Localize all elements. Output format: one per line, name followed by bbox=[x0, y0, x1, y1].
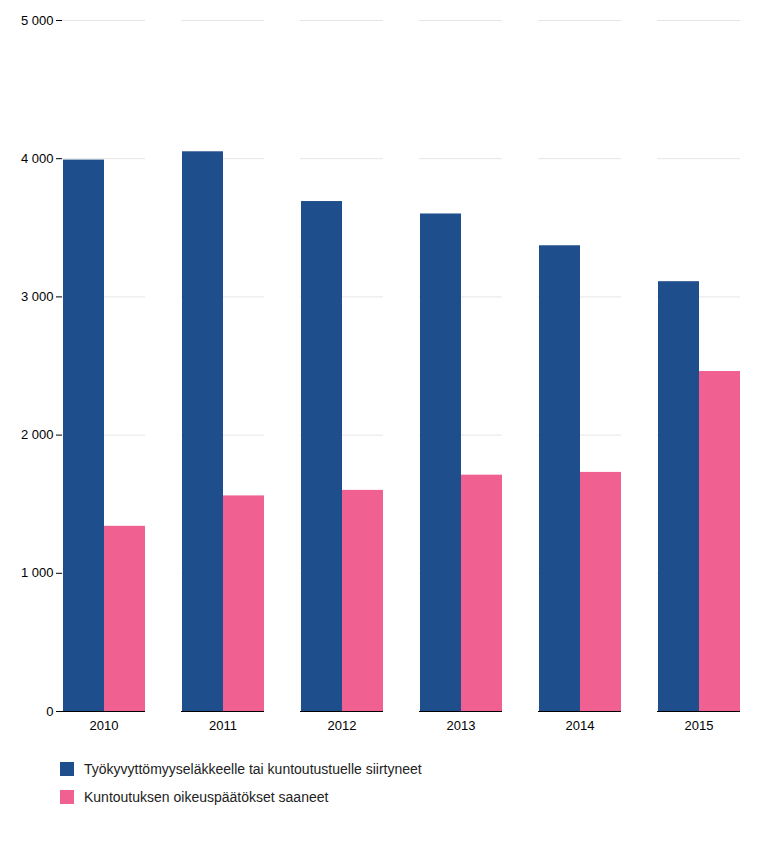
html-text:Kuntoutuksen oikeuspäätökset s: Kuntoutuksen oikeuspäätökset saaneet bbox=[84, 789, 329, 805]
svg-text:2014: 2014 bbox=[566, 718, 595, 733]
svg-text:2 000: 2 000 bbox=[21, 427, 54, 442]
svg-text:1 000: 1 000 bbox=[21, 565, 54, 580]
html-text:Työkyvyttömyyseläkkeelle tai k: Työkyvyttömyyseläkkeelle tai kuntoutustu… bbox=[84, 761, 422, 777]
svg-text:2013: 2013 bbox=[447, 718, 476, 733]
svg-text:5 000: 5 000 bbox=[21, 13, 54, 28]
svg-text:3 000: 3 000 bbox=[21, 289, 54, 304]
svg-text:2011: 2011 bbox=[209, 718, 237, 733]
svg-text:2015: 2015 bbox=[685, 718, 714, 733]
svg-text:4 000: 4 000 bbox=[21, 151, 54, 166]
svg-text:0: 0 bbox=[46, 704, 53, 719]
svg-text:2010: 2010 bbox=[90, 718, 119, 733]
svg-text:2012: 2012 bbox=[328, 718, 357, 733]
